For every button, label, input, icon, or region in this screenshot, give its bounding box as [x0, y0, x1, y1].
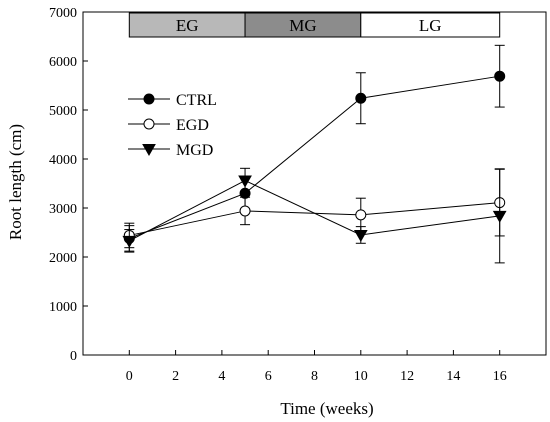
data-point [355, 209, 367, 221]
data-point [353, 229, 368, 242]
data-point [494, 70, 506, 82]
y-tick-label: 7000 [49, 6, 77, 21]
series-line [129, 202, 500, 236]
y-axis-label: Root length (cm) [6, 124, 25, 240]
stage-band-label: EG [176, 16, 199, 35]
legend: CTRL EGD MGD [128, 92, 217, 159]
growth-stage-bands: EG MG LG [128, 12, 501, 38]
plot-frame [82, 11, 547, 356]
legend-label: CTRL [176, 92, 217, 109]
y-tick-label: 6000 [49, 55, 77, 70]
stage-band-eg [128, 12, 246, 38]
y-tick-label: 5000 [49, 104, 77, 119]
x-tick-label: 12 [400, 369, 414, 384]
y-tick-label: 0 [70, 349, 77, 364]
data-series [122, 44, 507, 264]
stage-band-label: LG [419, 16, 442, 35]
x-tick-label: 2 [172, 369, 179, 384]
data-point [239, 205, 251, 217]
y-tick-label: 2000 [49, 251, 77, 266]
series-egd [123, 168, 506, 249]
series-mgd [122, 167, 507, 264]
legend-item-mgd: MGD [128, 142, 213, 159]
legend-item-ctrl: CTRL [128, 92, 217, 109]
x-tick-label: 4 [218, 369, 225, 384]
legend-item-egd: EGD [128, 117, 209, 134]
data-point [238, 175, 252, 188]
x-tick-label: 16 [493, 369, 507, 384]
x-axis-ticks: 0 2 4 6 8 10 12 14 16 [126, 350, 507, 384]
data-point [492, 210, 507, 223]
x-tick-label: 0 [126, 369, 133, 384]
y-axis-ticks: 0 1000 2000 3000 4000 5000 6000 7000 [49, 6, 88, 364]
legend-label: MGD [176, 142, 213, 159]
plot-area [82, 11, 547, 356]
x-tick-label: 6 [265, 369, 272, 384]
stage-band-mg [244, 12, 362, 38]
series-ctrl [123, 44, 506, 252]
y-tick-label: 3000 [49, 202, 77, 217]
x-tick-label: 8 [311, 369, 318, 384]
x-tick-label: 14 [446, 369, 460, 384]
x-axis-label: Time (weeks) [280, 399, 373, 418]
data-point [122, 235, 137, 248]
stage-band-label: MG [289, 16, 316, 35]
stage-band-lg [360, 12, 501, 38]
data-point [355, 92, 367, 104]
series-line [129, 180, 500, 242]
data-point [143, 118, 155, 130]
data-point [142, 144, 156, 157]
legend-label: EGD [176, 117, 209, 134]
series-line [129, 75, 500, 239]
y-tick-label: 1000 [49, 300, 77, 315]
data-point [143, 93, 155, 105]
y-tick-label: 4000 [49, 153, 77, 168]
x-tick-label: 10 [354, 369, 368, 384]
